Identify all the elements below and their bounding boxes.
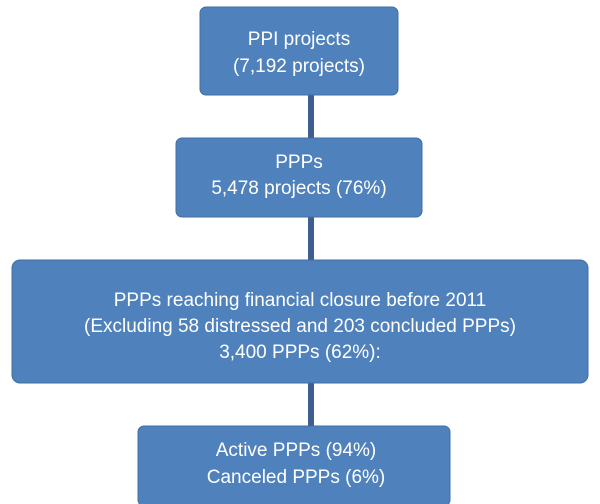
connector	[308, 95, 314, 138]
node-box	[175, 137, 423, 218]
node-text: PPPs reaching financial closure before 2…	[114, 290, 487, 311]
node-text: Active PPPs (94%)	[216, 440, 377, 461]
connector	[308, 383, 314, 426]
node-text: Canceled PPPs (6%)	[207, 467, 385, 488]
node-text: 3,400 PPPs (62%):	[219, 342, 381, 363]
node-text: PPPs	[275, 152, 323, 173]
node-box	[199, 6, 399, 96]
node-text: PPI projects	[248, 29, 350, 50]
connector	[308, 217, 314, 260]
node-box	[137, 425, 451, 504]
node-text: 5,478 projects (76%)	[211, 178, 386, 199]
node-text: (7,192 projects)	[233, 56, 365, 77]
node-text: (Excluding 58 distressed and 203 conclud…	[84, 316, 516, 337]
node-box	[11, 259, 589, 384]
